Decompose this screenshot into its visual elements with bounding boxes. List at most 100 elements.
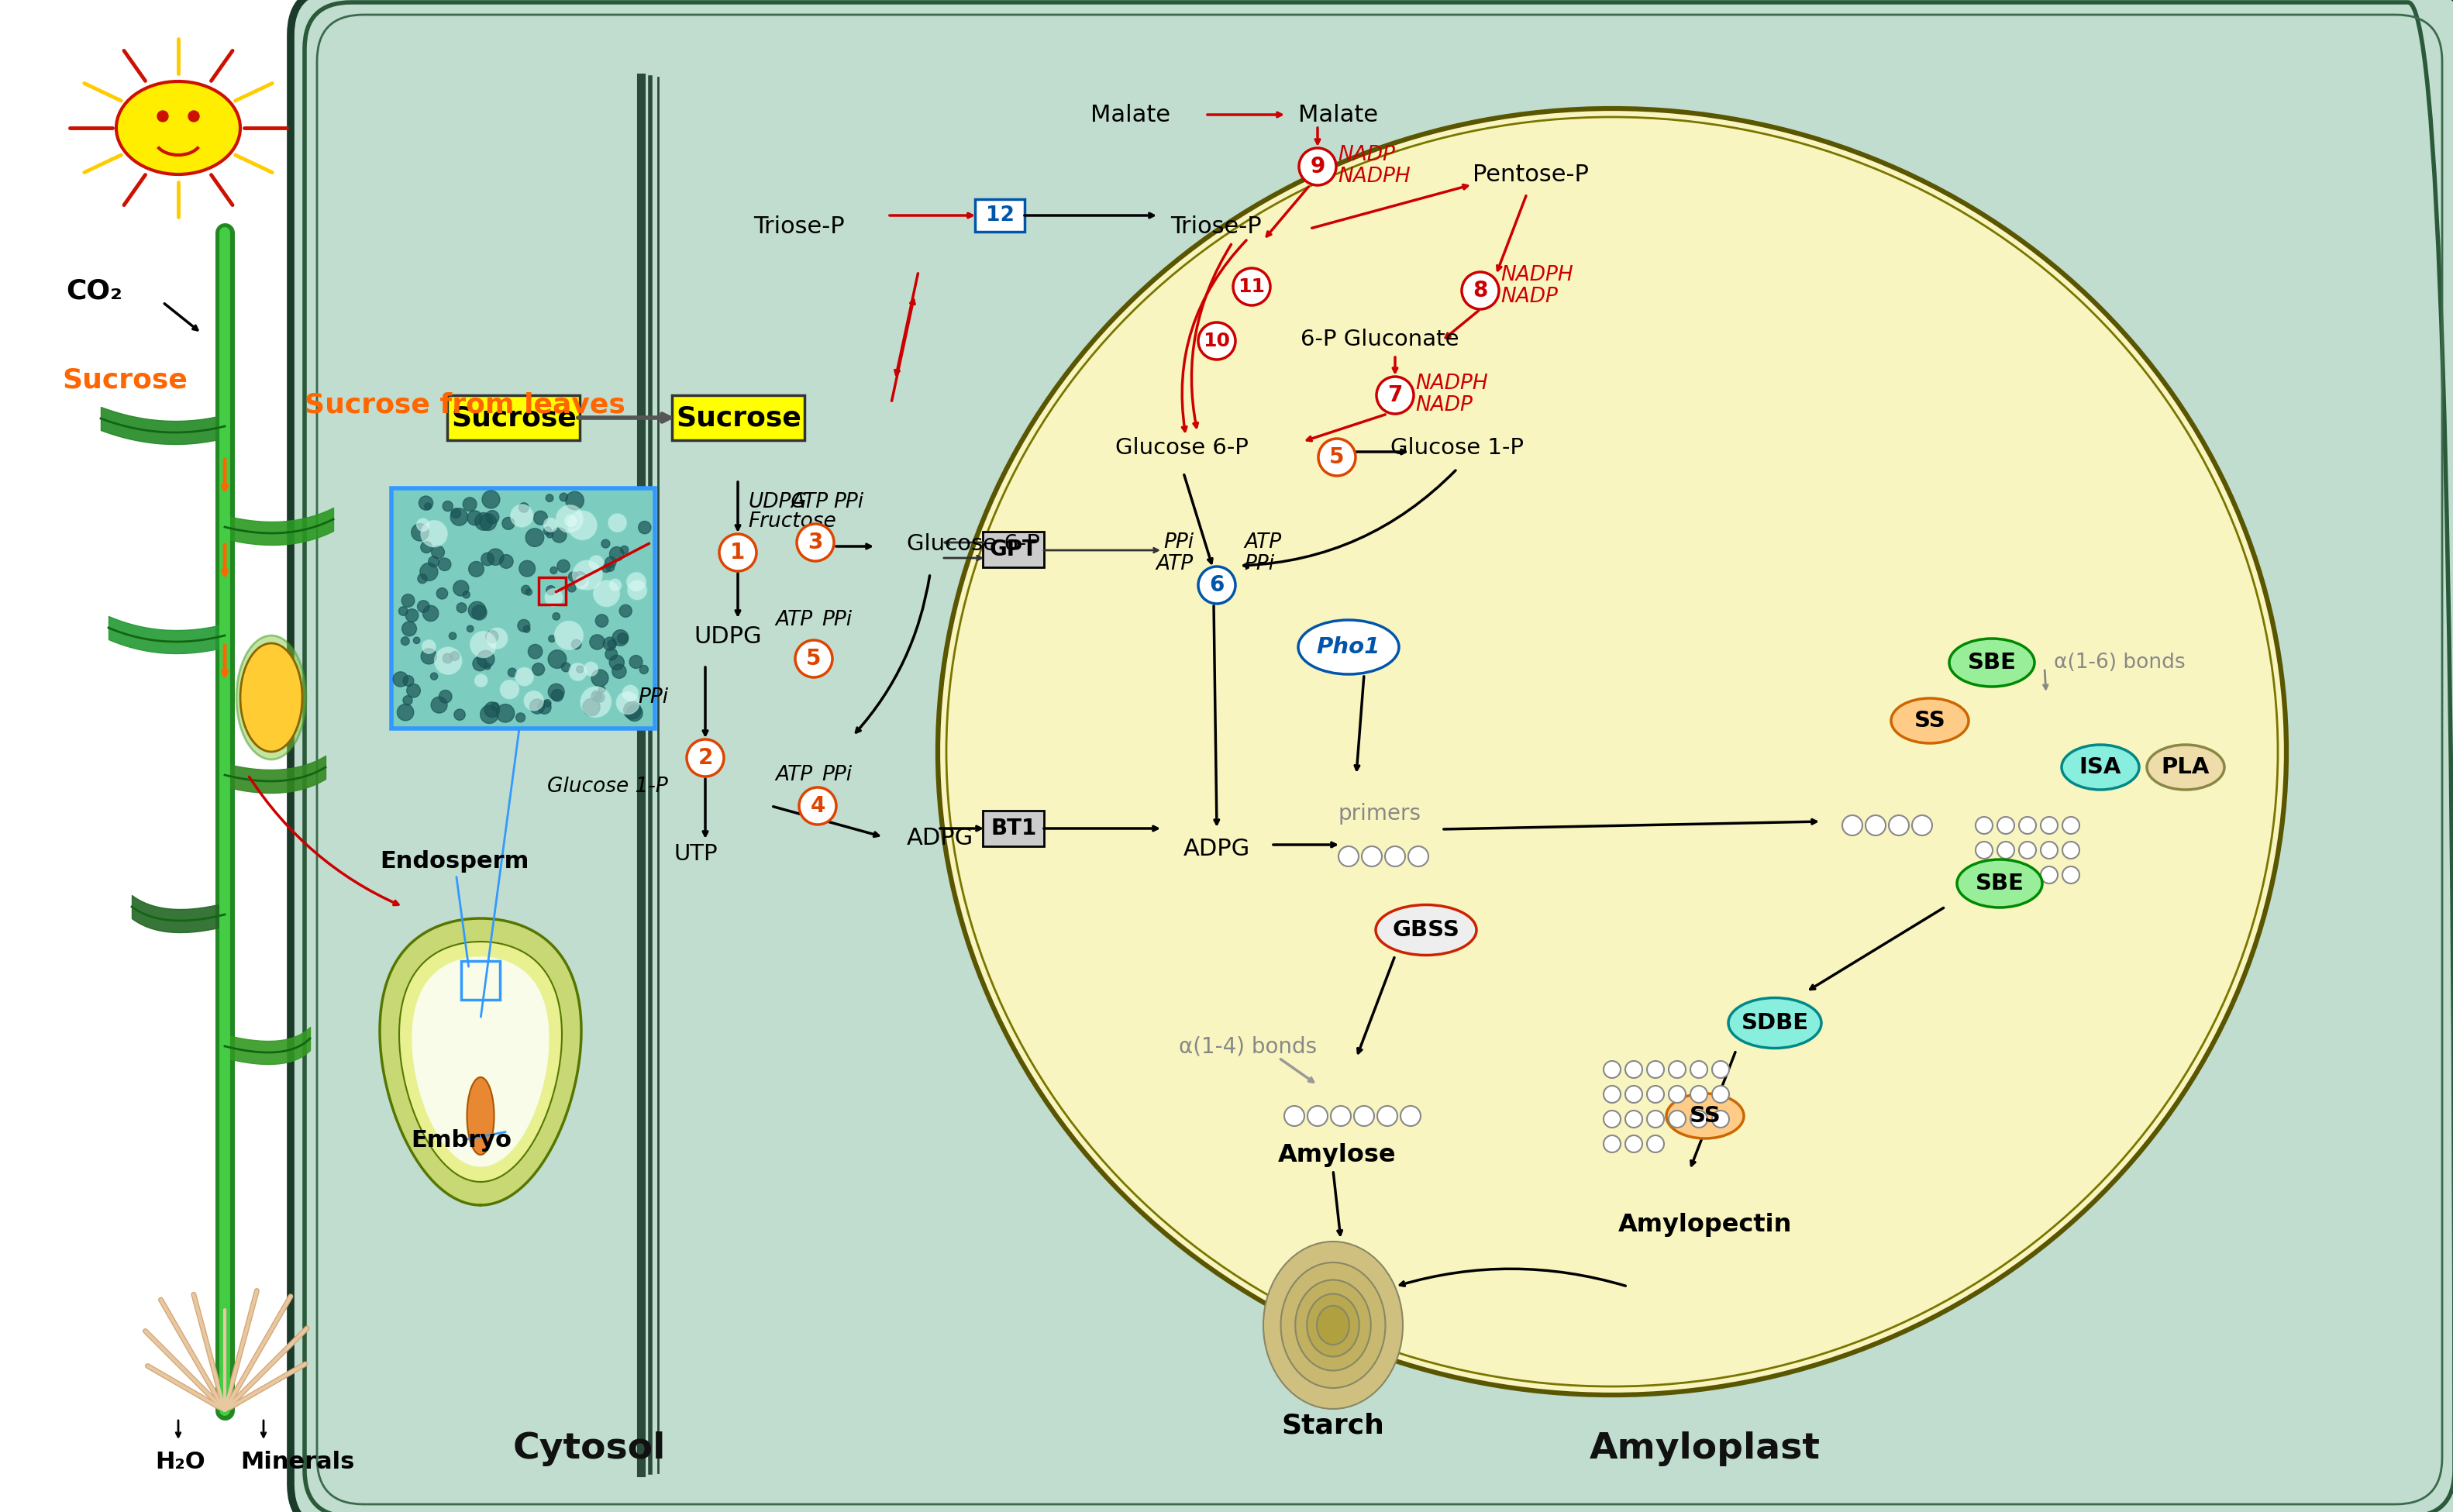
Ellipse shape <box>235 635 307 759</box>
Text: 12: 12 <box>986 206 1013 225</box>
Text: ATP: ATP <box>1155 553 1195 575</box>
Circle shape <box>1668 1061 1685 1078</box>
Circle shape <box>608 655 623 670</box>
Circle shape <box>1975 866 1992 883</box>
Text: 3: 3 <box>807 532 822 553</box>
Circle shape <box>569 572 579 582</box>
Circle shape <box>549 567 557 575</box>
Circle shape <box>483 664 491 670</box>
Text: ATP: ATP <box>775 765 812 785</box>
Circle shape <box>405 609 419 621</box>
Circle shape <box>2019 866 2036 883</box>
Circle shape <box>572 640 581 649</box>
Circle shape <box>419 496 432 510</box>
Text: Glucose 6-P: Glucose 6-P <box>908 534 1040 555</box>
Circle shape <box>469 561 483 576</box>
Circle shape <box>567 511 596 540</box>
FancyBboxPatch shape <box>984 532 1045 567</box>
Text: NADPH: NADPH <box>1501 265 1572 286</box>
Circle shape <box>466 626 473 632</box>
Circle shape <box>2063 842 2080 859</box>
FancyBboxPatch shape <box>984 810 1045 847</box>
Text: Malate: Malate <box>1298 103 1379 125</box>
Text: PPi: PPi <box>834 491 863 513</box>
Text: SS: SS <box>1913 711 1945 732</box>
Circle shape <box>515 714 525 723</box>
Circle shape <box>1626 1110 1644 1128</box>
Circle shape <box>486 511 498 523</box>
Circle shape <box>1646 1136 1663 1152</box>
Text: α(1-4) bonds: α(1-4) bonds <box>1180 1036 1317 1057</box>
Circle shape <box>1339 847 1359 866</box>
Circle shape <box>437 588 449 599</box>
Text: Sucrose from leaves: Sucrose from leaves <box>304 392 626 417</box>
Circle shape <box>451 508 461 519</box>
Circle shape <box>618 634 628 644</box>
Circle shape <box>400 606 407 615</box>
Circle shape <box>469 602 486 618</box>
Circle shape <box>1975 842 1992 859</box>
Circle shape <box>574 576 589 590</box>
Circle shape <box>591 691 601 702</box>
Text: Sucrose: Sucrose <box>451 405 576 431</box>
Text: UTP: UTP <box>675 844 719 865</box>
Text: ATP: ATP <box>1244 532 1280 552</box>
Circle shape <box>545 528 552 535</box>
Circle shape <box>630 655 643 668</box>
Text: α(1-6) bonds: α(1-6) bonds <box>2053 653 2186 673</box>
Circle shape <box>594 692 603 703</box>
Text: ADPG: ADPG <box>1182 838 1251 860</box>
Text: PPi: PPi <box>822 765 851 785</box>
Circle shape <box>397 705 415 721</box>
Circle shape <box>581 686 611 717</box>
Ellipse shape <box>1891 699 1970 744</box>
Ellipse shape <box>1376 904 1477 956</box>
Text: PPi: PPi <box>822 609 851 631</box>
Circle shape <box>567 491 584 510</box>
Circle shape <box>1626 1136 1644 1152</box>
Text: PLA: PLA <box>2161 756 2210 779</box>
Text: Triose-P: Triose-P <box>1170 215 1261 237</box>
Text: UDPG: UDPG <box>694 626 760 647</box>
Text: 6: 6 <box>1209 575 1224 596</box>
Circle shape <box>601 540 611 547</box>
Text: NADP: NADP <box>1337 145 1396 165</box>
Text: 8: 8 <box>1472 280 1489 301</box>
Ellipse shape <box>1729 998 1820 1048</box>
Ellipse shape <box>466 1077 493 1155</box>
Circle shape <box>589 635 603 650</box>
Text: PPi: PPi <box>638 688 667 708</box>
Circle shape <box>473 656 488 671</box>
Ellipse shape <box>240 643 302 751</box>
Text: SBE: SBE <box>1967 652 2016 673</box>
Circle shape <box>596 614 608 627</box>
Circle shape <box>1604 1061 1621 1078</box>
Circle shape <box>591 670 608 686</box>
Circle shape <box>1712 1061 1729 1078</box>
Ellipse shape <box>1263 1241 1403 1409</box>
Circle shape <box>469 511 483 525</box>
Circle shape <box>429 556 439 567</box>
Circle shape <box>564 514 579 528</box>
Circle shape <box>584 662 599 676</box>
Text: Pho1: Pho1 <box>1317 637 1381 658</box>
Text: Minerals: Minerals <box>240 1452 356 1473</box>
Text: Glucose 1-P: Glucose 1-P <box>547 777 667 797</box>
Circle shape <box>402 621 417 637</box>
FancyBboxPatch shape <box>974 200 1025 231</box>
Text: GPT: GPT <box>989 538 1038 561</box>
Circle shape <box>392 671 407 686</box>
Circle shape <box>623 702 640 720</box>
Circle shape <box>623 685 638 702</box>
Circle shape <box>569 664 586 680</box>
Text: Amylose: Amylose <box>1278 1143 1396 1167</box>
Text: SS: SS <box>1690 1105 1722 1126</box>
Polygon shape <box>380 918 581 1205</box>
Circle shape <box>486 631 498 643</box>
Circle shape <box>1712 1110 1729 1128</box>
Circle shape <box>522 626 530 632</box>
Circle shape <box>419 562 437 581</box>
Circle shape <box>594 581 621 606</box>
Text: 10: 10 <box>1204 331 1231 351</box>
Circle shape <box>545 519 557 532</box>
